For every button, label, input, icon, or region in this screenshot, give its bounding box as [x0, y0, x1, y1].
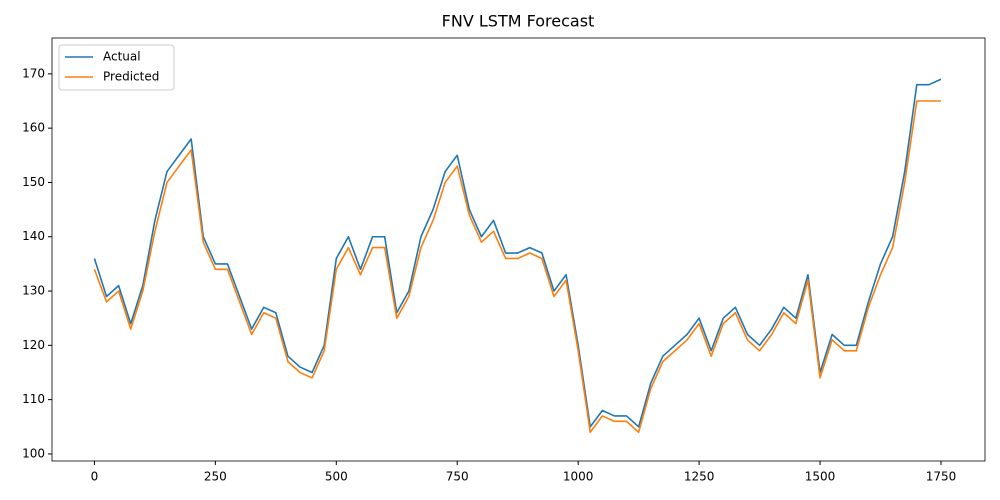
x-tick-label: 0 [91, 470, 99, 484]
y-tick-label: 150 [22, 175, 45, 189]
x-tick-label: 250 [204, 470, 227, 484]
y-tick-label: 140 [22, 229, 45, 243]
x-tick-label: 1250 [684, 470, 715, 484]
y-tick-label: 130 [22, 284, 45, 298]
y-tick-label: 110 [22, 392, 45, 406]
line-series [93, 78, 942, 428]
x-tick-label: 1750 [926, 470, 957, 484]
plot-frame [51, 37, 986, 462]
x-tick-label: 1500 [805, 470, 836, 484]
x-tick-label: 1000 [563, 470, 594, 484]
line-series [93, 100, 941, 434]
legend-label: Predicted [103, 70, 159, 84]
legend-label: Actual [103, 50, 141, 64]
y-tick-label: 100 [22, 446, 45, 460]
y-tick-label: 160 [22, 121, 45, 135]
y-tick-label: 120 [22, 338, 45, 352]
y-tick-label: 170 [22, 66, 45, 80]
x-tick-label: 750 [446, 470, 469, 484]
chart-title: FNV LSTM Forecast [442, 12, 595, 31]
x-tick-label: 500 [325, 470, 348, 484]
